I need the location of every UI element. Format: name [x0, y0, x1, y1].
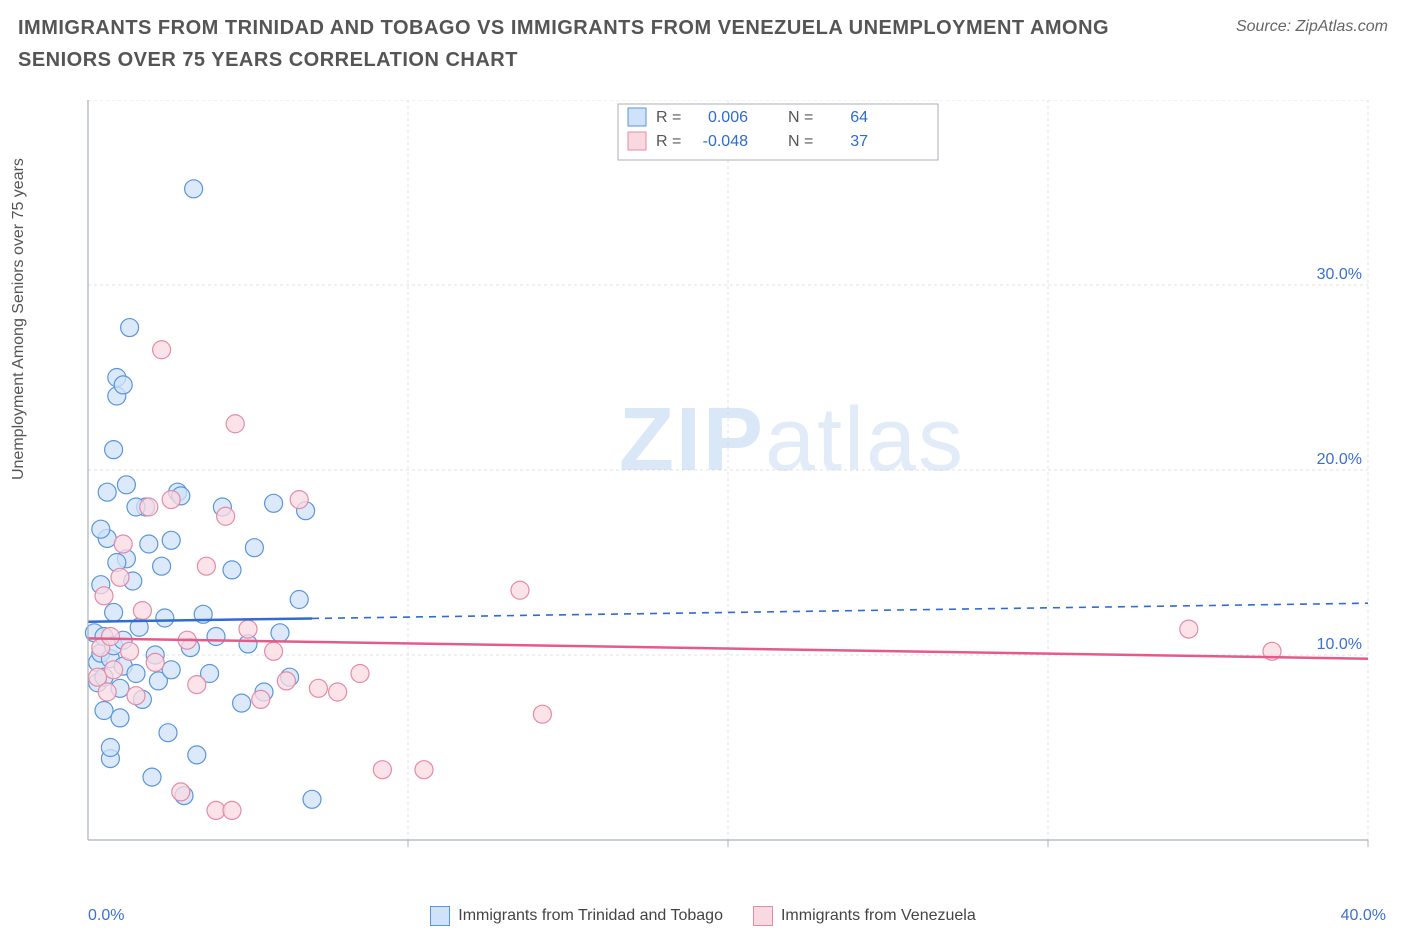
svg-text:30.0%: 30.0% — [1317, 266, 1362, 283]
data-point — [329, 683, 347, 701]
data-point — [207, 628, 225, 646]
data-point — [1180, 620, 1198, 638]
data-point — [111, 709, 129, 727]
data-point — [245, 539, 263, 557]
legend-item-vz: Immigrants from Venezuela — [753, 906, 976, 926]
data-point — [162, 491, 180, 509]
data-point — [188, 746, 206, 764]
svg-text:64: 64 — [850, 109, 868, 126]
data-point — [121, 642, 139, 660]
stats-swatch — [628, 132, 646, 150]
bottom-legend: 0.0% Immigrants from Trinidad and Tobago… — [0, 906, 1406, 926]
data-point — [290, 591, 308, 609]
scatter-chart: 10.0%20.0%30.0%40.0%ZIPatlasR =0.006N =6… — [60, 100, 1380, 860]
x-axis-min-label: 0.0% — [88, 907, 124, 925]
data-point — [223, 561, 241, 579]
data-point — [533, 705, 551, 723]
data-point — [98, 483, 116, 501]
x-axis-max-label: 40.0% — [1341, 907, 1386, 925]
data-point — [303, 790, 321, 808]
data-point — [226, 415, 244, 433]
svg-text:37: 37 — [850, 133, 868, 150]
y-axis-label: Unemployment Among Seniors over 75 years — [10, 158, 28, 480]
data-point — [351, 665, 369, 683]
stats-swatch — [628, 108, 646, 126]
swatch-vz — [753, 906, 773, 926]
data-point — [207, 801, 225, 819]
data-point — [271, 624, 289, 642]
data-point — [277, 672, 295, 690]
data-point — [105, 441, 123, 459]
data-point — [140, 535, 158, 553]
data-point — [92, 520, 110, 538]
data-point — [159, 724, 177, 742]
data-point — [101, 628, 119, 646]
data-point — [162, 661, 180, 679]
svg-text:0.006: 0.006 — [708, 109, 748, 126]
legend-label-vz: Immigrants from Venezuela — [781, 907, 976, 925]
svg-text:N =: N = — [788, 133, 813, 150]
data-point — [140, 498, 158, 516]
legend-item-tt: Immigrants from Trinidad and Tobago — [430, 906, 723, 926]
data-point — [309, 679, 327, 697]
data-point — [111, 568, 129, 586]
data-point — [373, 761, 391, 779]
data-point — [290, 491, 308, 509]
data-point — [265, 642, 283, 660]
data-point — [233, 694, 251, 712]
svg-text:10.0%: 10.0% — [1317, 636, 1362, 653]
chart-area: 10.0%20.0%30.0%40.0%ZIPatlasR =0.006N =6… — [60, 100, 1380, 860]
svg-text:ZIPatlas: ZIPatlas — [619, 390, 965, 490]
data-point — [172, 783, 190, 801]
source-text: Source: ZipAtlas.com — [1236, 18, 1388, 36]
svg-text:R =: R = — [656, 133, 681, 150]
data-point — [98, 683, 116, 701]
data-point — [185, 180, 203, 198]
data-point — [105, 603, 123, 621]
data-point — [239, 620, 257, 638]
data-point — [105, 661, 123, 679]
data-point — [121, 319, 139, 337]
svg-text:20.0%: 20.0% — [1317, 451, 1362, 468]
data-point — [95, 702, 113, 720]
data-point — [223, 801, 241, 819]
data-point — [415, 761, 433, 779]
data-point — [133, 602, 151, 620]
data-point — [197, 557, 215, 575]
data-point — [117, 476, 135, 494]
svg-text:R =: R = — [656, 109, 681, 126]
data-point — [265, 494, 283, 512]
data-point — [511, 581, 529, 599]
legend-label-tt: Immigrants from Trinidad and Tobago — [458, 907, 723, 925]
data-point — [252, 690, 270, 708]
chart-title: IMMIGRANTS FROM TRINIDAD AND TOBAGO VS I… — [18, 12, 1118, 76]
svg-text:-0.048: -0.048 — [703, 133, 748, 150]
data-point — [127, 687, 145, 705]
data-point — [217, 507, 235, 525]
data-point — [101, 739, 119, 757]
swatch-tt — [430, 906, 450, 926]
data-point — [127, 665, 145, 683]
data-point — [146, 653, 164, 671]
data-point — [95, 587, 113, 605]
svg-text:N =: N = — [788, 109, 813, 126]
data-point — [162, 531, 180, 549]
data-point — [114, 535, 132, 553]
data-point — [143, 768, 161, 786]
data-point — [114, 376, 132, 394]
data-point — [156, 609, 174, 627]
data-point — [188, 676, 206, 694]
data-point — [153, 341, 171, 359]
data-point — [153, 557, 171, 575]
